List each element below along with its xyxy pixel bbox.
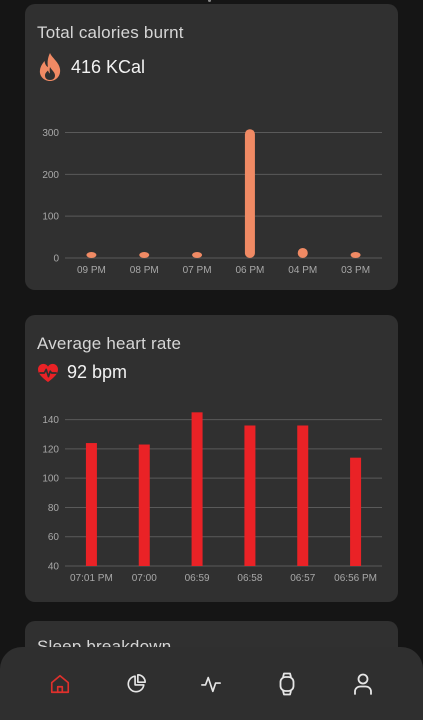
heart-pulse-icon: [38, 363, 58, 382]
y-tick-label: 40: [48, 562, 60, 573]
x-tick-label: 07:01 PM: [70, 573, 113, 584]
x-tick-label: 06:59: [185, 573, 210, 584]
bar: [139, 252, 150, 258]
heart-rate-bar-chart: 40 60 80 100 120 140 07:01 PM 07:00 06:59 06:58 06…: [42, 412, 382, 584]
x-tick-label: 06:58: [237, 573, 262, 584]
nav-profile[interactable]: [343, 664, 383, 704]
heart-rate-metric: 92 bpm: [37, 362, 127, 383]
bar: [244, 129, 255, 258]
nav-home[interactable]: [40, 664, 80, 704]
calories-card-title: Total calories burnt: [37, 23, 184, 42]
bar: [138, 444, 150, 566]
status-indicator: [208, 0, 211, 2]
calories-value: 416 KCal: [71, 56, 146, 77]
watch-icon: [279, 672, 295, 696]
nav-stats[interactable]: [116, 664, 156, 704]
heart-rate-card[interactable]: Average heart rate 92 bpm 40 60 80 100 120 14…: [25, 315, 398, 602]
bar: [244, 425, 256, 566]
x-tick-label: 04 PM: [288, 265, 317, 276]
x-tick-label: 03 PM: [341, 265, 370, 276]
x-tick-label: 06 PM: [235, 265, 264, 276]
x-tick-label: 07:00: [132, 573, 157, 584]
heart-rate-value: 92 bpm: [67, 362, 128, 382]
bottom-navigation: [0, 647, 423, 720]
home-icon: [50, 674, 69, 694]
calories-card[interactable]: Total calories burnt 416 KCal 0 100 200 300…: [25, 4, 398, 290]
nav-activity[interactable]: [191, 664, 231, 704]
y-tick-label: 300: [42, 128, 59, 139]
y-tick-label: 120: [42, 444, 59, 455]
y-tick-label: 60: [48, 532, 60, 543]
bar: [191, 412, 203, 566]
bar: [192, 252, 203, 258]
y-tick-label: 200: [42, 170, 59, 181]
nav-watch[interactable]: [267, 664, 307, 704]
bar: [86, 252, 97, 258]
x-tick-label: 08 PM: [130, 265, 159, 276]
calories-metric: 416 KCal: [37, 52, 145, 82]
user-icon: [354, 673, 372, 695]
pie-chart-icon: [127, 674, 146, 693]
bar: [350, 252, 361, 258]
y-tick-label: 140: [42, 415, 59, 426]
x-tick-label: 09 PM: [77, 265, 106, 276]
y-tick-label: 100: [42, 212, 59, 223]
calories-bar-chart: 0 100 200 300 09 PM 08 PM 07 PM 06 PM 04 PM 03 PM: [42, 128, 382, 276]
bar: [350, 457, 362, 566]
pulse-icon: [201, 676, 222, 693]
y-tick-label: 100: [42, 474, 59, 485]
bar: [85, 443, 97, 566]
y-tick-label: 0: [53, 254, 59, 265]
bar: [297, 425, 309, 566]
x-tick-label: 07 PM: [183, 265, 212, 276]
x-tick-label: 06:57: [290, 573, 315, 584]
y-tick-label: 80: [48, 503, 60, 514]
flame-icon: [39, 53, 61, 81]
heart-rate-card-title: Average heart rate: [37, 334, 182, 353]
bar: [297, 247, 308, 258]
x-tick-label: 06:56 PM: [334, 573, 377, 584]
